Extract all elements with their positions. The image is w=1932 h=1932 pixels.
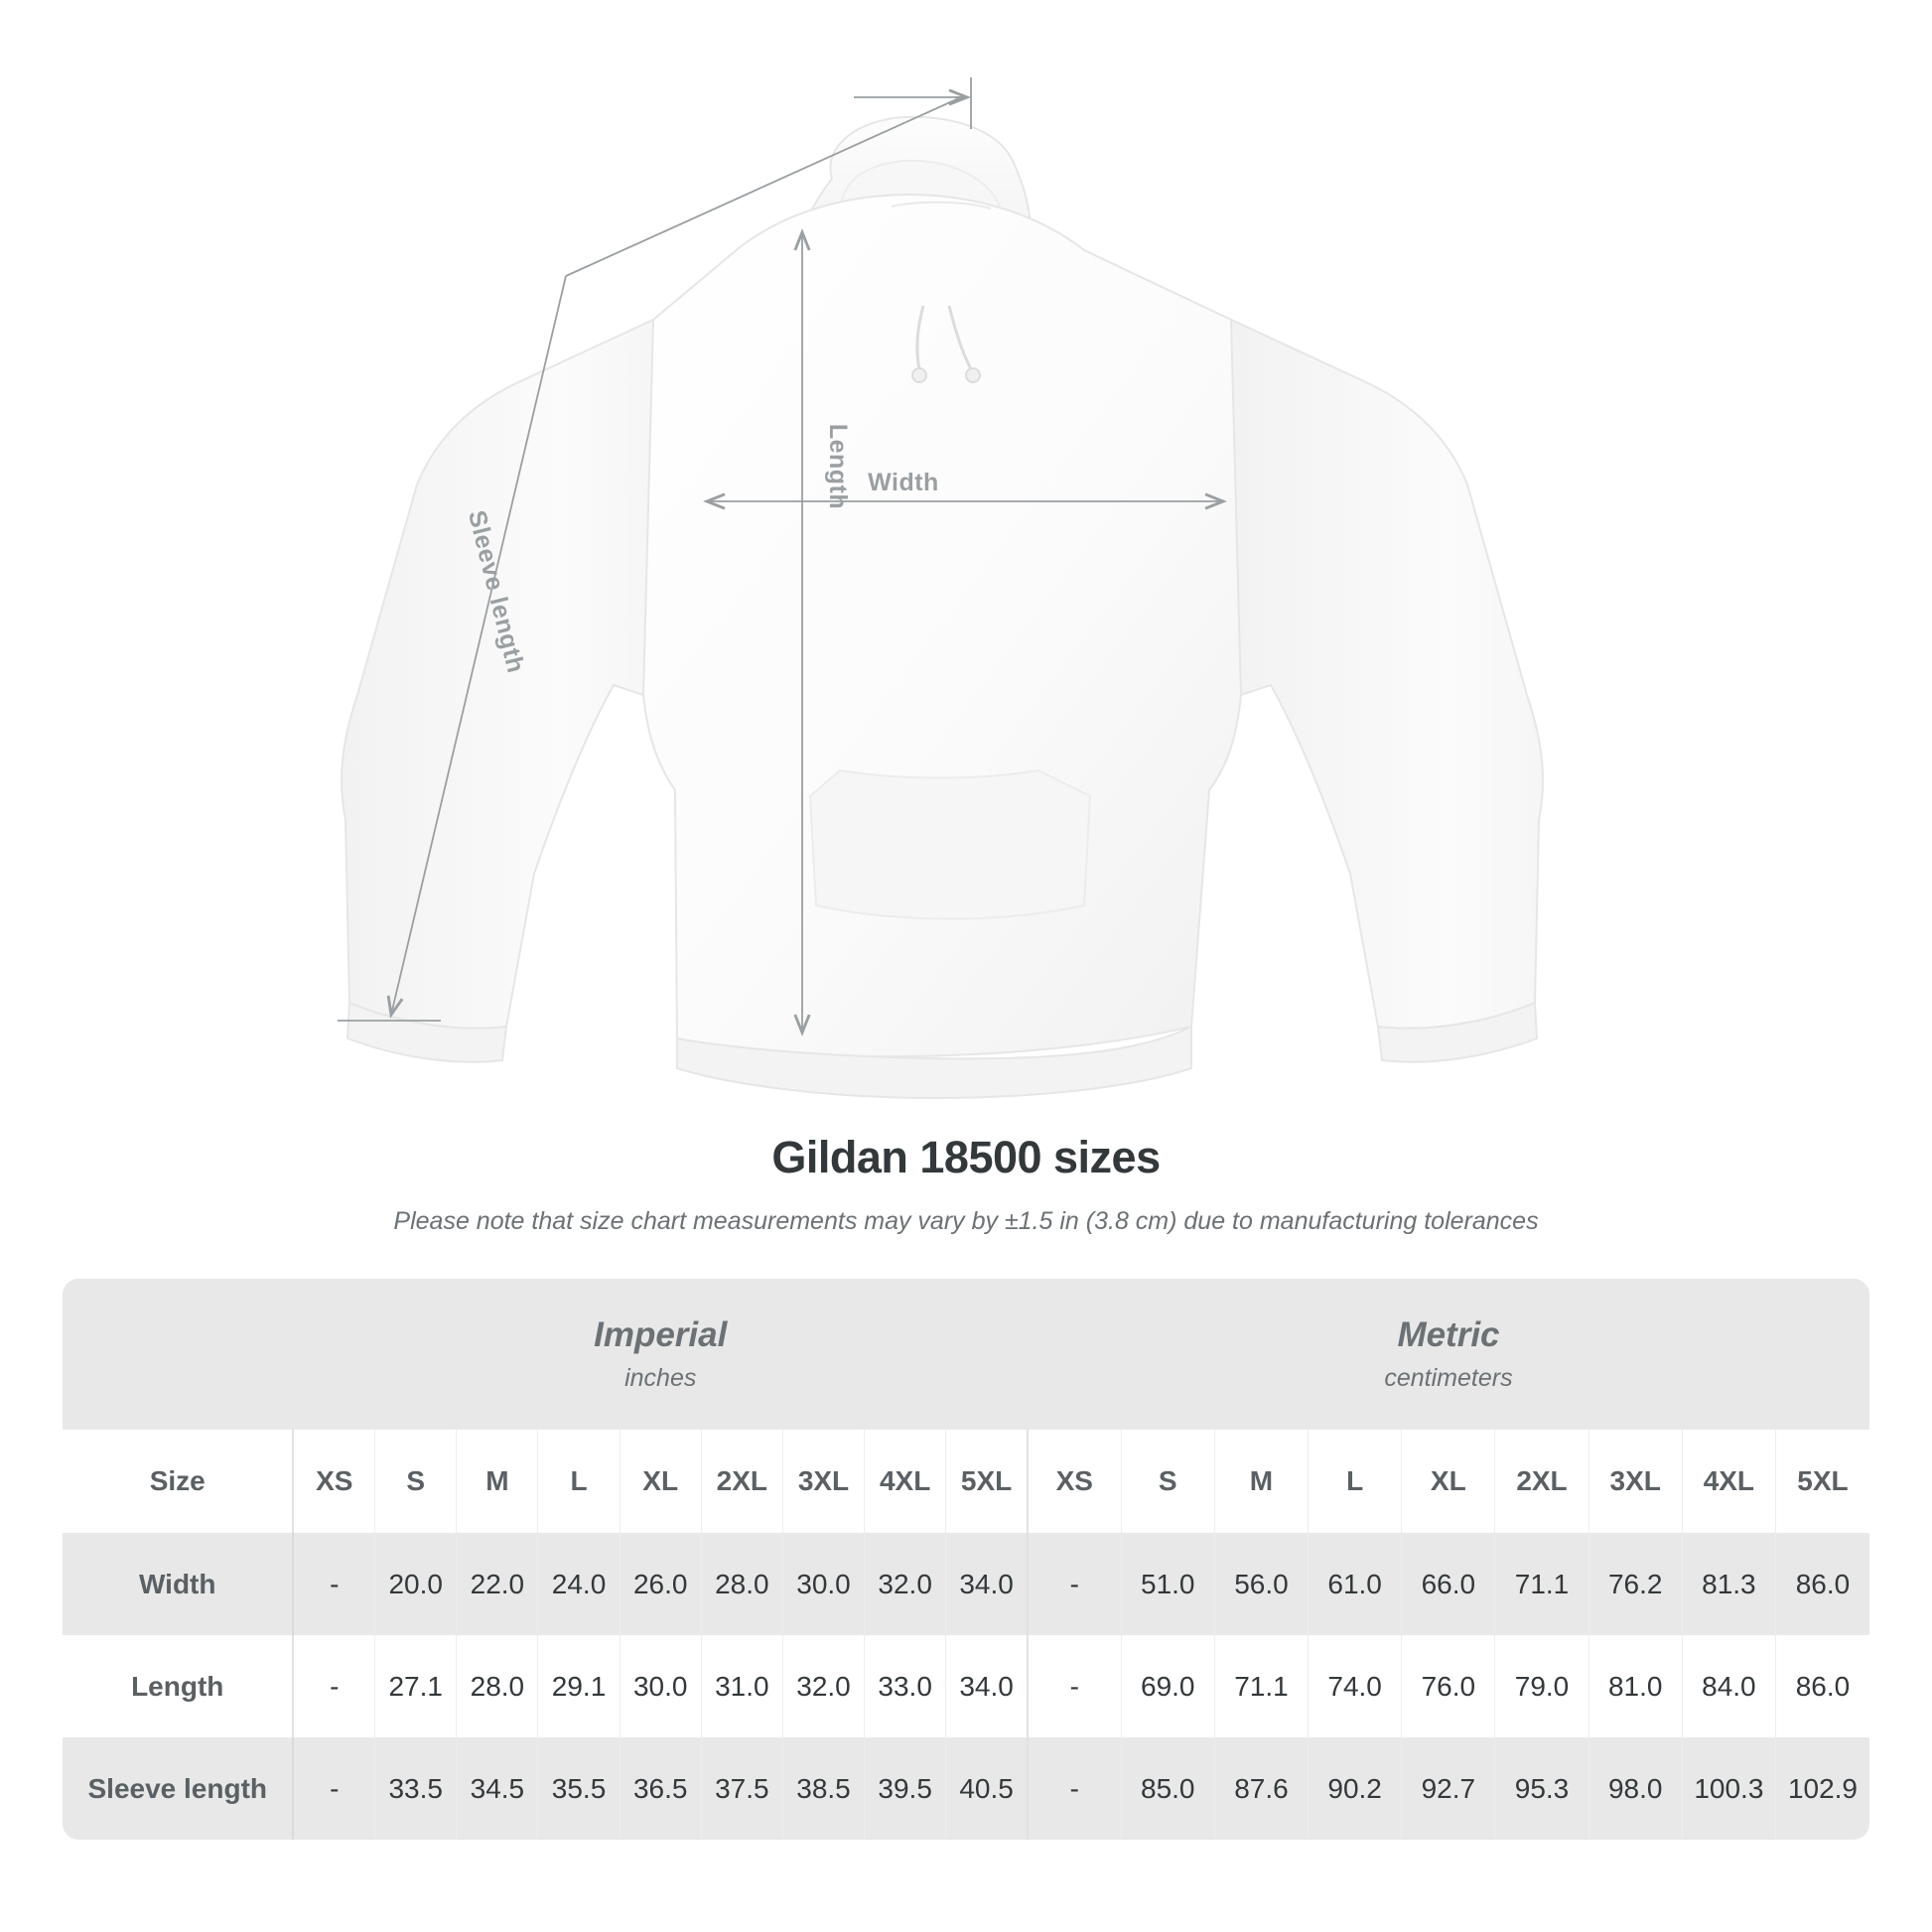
cell-metric-width-5xl: 86.0 — [1775, 1533, 1869, 1635]
cell-imperial-width-4xl: 32.0 — [864, 1533, 947, 1635]
cell-imperial-width-l: 24.0 — [537, 1533, 621, 1635]
header-imperial-xl: XL — [620, 1430, 702, 1533]
cell-imperial-sleeve-l: 35.5 — [537, 1737, 621, 1840]
cell-imperial-length-xs: - — [293, 1635, 376, 1737]
cell-imperial-width-2xl: 28.0 — [701, 1533, 783, 1635]
cell-metric-width-xs: - — [1027, 1533, 1122, 1635]
cell-metric-sleeve-l: 90.2 — [1308, 1737, 1403, 1840]
cell-imperial-width-xs: - — [293, 1533, 376, 1635]
cell-metric-width-4xl: 81.3 — [1682, 1533, 1776, 1635]
cell-metric-width-xl: 66.0 — [1401, 1533, 1496, 1635]
header-metric-xs: XS — [1027, 1430, 1122, 1533]
cell-imperial-length-5xl: 34.0 — [945, 1635, 1029, 1737]
unit-system-header-row: Imperial inches Metric centimeters — [63, 1279, 1869, 1430]
cell-imperial-sleeve-s: 33.5 — [374, 1737, 458, 1840]
row-label-length: Length — [63, 1635, 295, 1737]
table-row: Sleeve length - 33.5 34.5 35.5 36.5 37.5… — [63, 1737, 1869, 1840]
cell-imperial-width-s: 20.0 — [374, 1533, 458, 1635]
cell-imperial-length-2xl: 31.0 — [701, 1635, 783, 1737]
cell-metric-length-4xl: 84.0 — [1682, 1635, 1776, 1737]
cell-metric-sleeve-3xl: 98.0 — [1588, 1737, 1683, 1840]
header-metric-5xl: 5XL — [1775, 1430, 1869, 1533]
size-header-row: Size XS S M L XL 2XL 3XL 4XL 5XL XS S M … — [63, 1430, 1869, 1533]
cell-metric-sleeve-s: 85.0 — [1121, 1737, 1215, 1840]
cell-metric-length-3xl: 81.0 — [1588, 1635, 1683, 1737]
cell-metric-sleeve-4xl: 100.3 — [1682, 1737, 1776, 1840]
cell-metric-length-2xl: 79.0 — [1494, 1635, 1589, 1737]
cell-metric-sleeve-2xl: 95.3 — [1494, 1737, 1589, 1840]
header-imperial-xs: XS — [293, 1430, 376, 1533]
unit-header-imperial: Imperial inches — [293, 1279, 1028, 1430]
table-row: Length - 27.1 28.0 29.1 30.0 31.0 32.0 3… — [63, 1635, 1869, 1737]
cell-metric-length-m: 71.1 — [1214, 1635, 1310, 1737]
cell-metric-sleeve-xs: - — [1027, 1737, 1122, 1840]
unit-header-metric: Metric centimeters — [1027, 1279, 1869, 1430]
header-imperial-3xl: 3XL — [782, 1430, 866, 1533]
hoodie-garment — [341, 115, 1544, 1100]
header-imperial-2xl: 2XL — [701, 1430, 783, 1533]
cell-metric-width-m: 56.0 — [1214, 1533, 1310, 1635]
unit-name-metric: Metric — [1397, 1315, 1500, 1355]
header-imperial-l: L — [537, 1430, 621, 1533]
cell-imperial-sleeve-5xl: 40.5 — [945, 1737, 1029, 1840]
cell-imperial-sleeve-2xl: 37.5 — [701, 1737, 783, 1840]
cell-imperial-sleeve-xl: 36.5 — [620, 1737, 702, 1840]
cell-metric-length-xs: - — [1027, 1635, 1122, 1737]
cell-metric-length-s: 69.0 — [1121, 1635, 1215, 1737]
table-row: Width - 20.0 22.0 24.0 26.0 28.0 30.0 32… — [63, 1533, 1869, 1635]
sleeve-length-dimension-line — [338, 77, 972, 1022]
header-metric-xl: XL — [1401, 1430, 1496, 1533]
size-chart-table-container: Imperial inches Metric centimeters Size … — [63, 1279, 1869, 1840]
cell-imperial-sleeve-3xl: 38.5 — [782, 1737, 866, 1840]
cell-imperial-length-3xl: 32.0 — [782, 1635, 866, 1737]
width-dimension-label: Width — [868, 469, 939, 496]
cell-imperial-length-xl: 30.0 — [620, 1635, 702, 1737]
cell-imperial-sleeve-xs: - — [293, 1737, 376, 1840]
cell-metric-width-2xl: 71.1 — [1494, 1533, 1589, 1635]
cell-imperial-sleeve-4xl: 39.5 — [864, 1737, 947, 1840]
cell-metric-width-s: 51.0 — [1121, 1533, 1215, 1635]
title-block: Gildan 18500 sizes Please note that size… — [0, 1132, 1932, 1236]
cell-metric-width-l: 61.0 — [1308, 1533, 1403, 1635]
cell-imperial-length-4xl: 33.0 — [864, 1635, 947, 1737]
header-imperial-4xl: 4XL — [864, 1430, 947, 1533]
cell-metric-sleeve-5xl: 102.9 — [1775, 1737, 1869, 1840]
header-metric-3xl: 3XL — [1588, 1430, 1683, 1533]
size-chart-table: Imperial inches Metric centimeters Size … — [63, 1279, 1869, 1840]
page-title: Gildan 18500 sizes — [771, 1132, 1161, 1182]
cell-metric-width-3xl: 76.2 — [1588, 1533, 1683, 1635]
cell-metric-sleeve-m: 87.6 — [1214, 1737, 1310, 1840]
hoodie-measurement-diagram: Length Width Sleeve length — [338, 77, 1544, 1100]
cell-metric-length-l: 74.0 — [1308, 1635, 1403, 1737]
cell-imperial-length-m: 28.0 — [456, 1635, 539, 1737]
header-imperial-m: M — [456, 1430, 539, 1533]
tolerance-note: Please note that size chart measurements… — [393, 1207, 1539, 1235]
unit-sub-imperial: inches — [624, 1363, 697, 1392]
header-metric-2xl: 2XL — [1494, 1430, 1589, 1533]
cell-imperial-width-xl: 26.0 — [620, 1533, 702, 1635]
header-imperial-s: S — [374, 1430, 458, 1533]
cell-metric-sleeve-xl: 92.7 — [1401, 1737, 1496, 1840]
unit-name-imperial: Imperial — [594, 1315, 728, 1355]
cell-imperial-width-m: 22.0 — [456, 1533, 539, 1635]
cell-metric-length-5xl: 86.0 — [1775, 1635, 1869, 1737]
cell-metric-length-xl: 76.0 — [1401, 1635, 1496, 1737]
header-metric-m: M — [1214, 1430, 1310, 1533]
header-metric-l: L — [1308, 1430, 1403, 1533]
length-dimension-label: Length — [824, 424, 852, 509]
cell-imperial-length-s: 27.1 — [374, 1635, 458, 1737]
unit-sub-metric: centimeters — [1384, 1363, 1513, 1392]
header-metric-s: S — [1121, 1430, 1215, 1533]
cell-imperial-sleeve-m: 34.5 — [456, 1737, 539, 1840]
header-imperial-5xl: 5XL — [945, 1430, 1029, 1533]
cell-imperial-width-3xl: 30.0 — [782, 1533, 866, 1635]
row-label-sleeve-length: Sleeve length — [63, 1737, 295, 1840]
cell-imperial-width-5xl: 34.0 — [945, 1533, 1029, 1635]
unit-band-spacer — [63, 1279, 294, 1430]
header-metric-4xl: 4XL — [1682, 1430, 1776, 1533]
header-size-label: Size — [63, 1430, 295, 1533]
row-label-width: Width — [63, 1533, 295, 1635]
cell-imperial-length-l: 29.1 — [537, 1635, 621, 1737]
